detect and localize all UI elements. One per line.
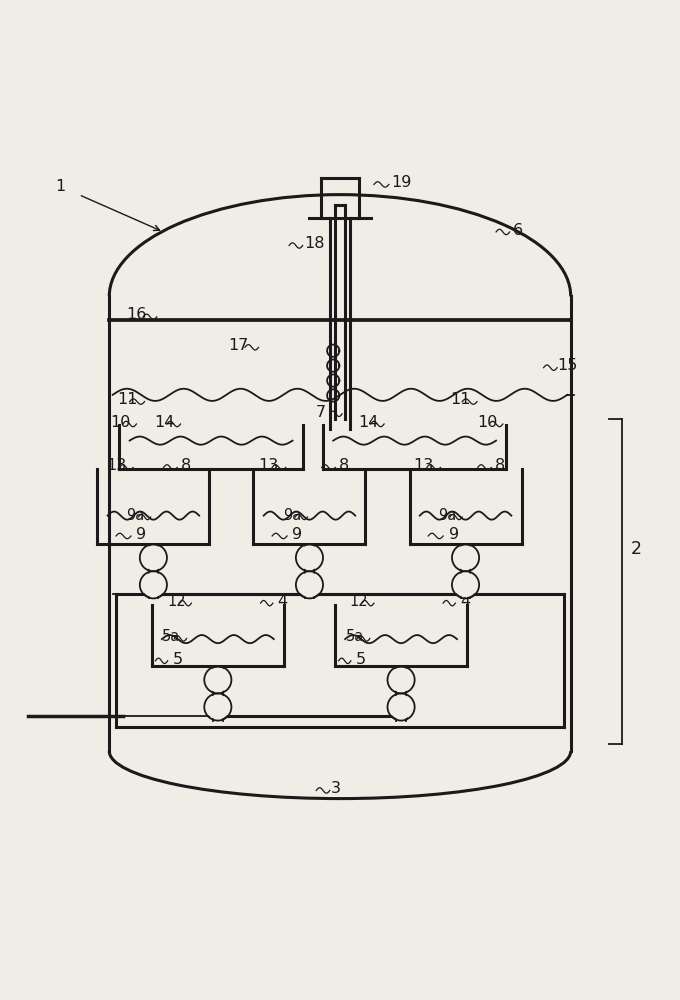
Text: 10: 10 bbox=[477, 415, 498, 430]
Text: 13: 13 bbox=[106, 458, 126, 473]
Text: 14: 14 bbox=[155, 415, 175, 430]
Text: 18: 18 bbox=[305, 236, 325, 251]
Text: 16: 16 bbox=[126, 307, 147, 322]
Circle shape bbox=[454, 573, 477, 596]
Text: 11: 11 bbox=[118, 392, 138, 407]
Text: 4: 4 bbox=[460, 594, 471, 609]
Text: 10: 10 bbox=[111, 415, 131, 430]
Text: 13: 13 bbox=[413, 458, 434, 473]
Text: 12: 12 bbox=[167, 594, 186, 609]
Text: 1: 1 bbox=[55, 179, 65, 194]
Circle shape bbox=[454, 546, 477, 569]
Text: 11: 11 bbox=[450, 392, 471, 407]
Text: 8: 8 bbox=[339, 458, 349, 473]
Circle shape bbox=[390, 668, 413, 691]
Circle shape bbox=[206, 668, 229, 691]
Text: 9: 9 bbox=[449, 527, 459, 542]
Text: 8: 8 bbox=[495, 458, 505, 473]
Text: 13: 13 bbox=[258, 458, 279, 473]
Circle shape bbox=[390, 695, 413, 719]
Text: 4: 4 bbox=[277, 594, 288, 609]
Text: 8: 8 bbox=[180, 458, 191, 473]
Text: 9a: 9a bbox=[126, 508, 144, 523]
Text: 9: 9 bbox=[137, 527, 147, 542]
Text: 9a: 9a bbox=[438, 508, 456, 523]
Text: 14: 14 bbox=[358, 415, 379, 430]
Text: 5a: 5a bbox=[345, 629, 364, 644]
Text: 7: 7 bbox=[316, 405, 326, 420]
Text: 6: 6 bbox=[513, 223, 523, 238]
Text: 12: 12 bbox=[350, 594, 368, 609]
Text: 15: 15 bbox=[557, 358, 577, 373]
Text: 3: 3 bbox=[331, 781, 341, 796]
Text: 5a: 5a bbox=[163, 629, 180, 644]
Text: 9: 9 bbox=[292, 527, 303, 542]
Text: 17: 17 bbox=[228, 338, 249, 353]
Circle shape bbox=[206, 695, 229, 719]
Text: 5: 5 bbox=[356, 652, 366, 667]
Circle shape bbox=[298, 546, 321, 569]
Text: 9a: 9a bbox=[283, 508, 301, 523]
Text: 2: 2 bbox=[630, 540, 641, 558]
Text: 19: 19 bbox=[391, 175, 411, 190]
Circle shape bbox=[142, 573, 165, 596]
Circle shape bbox=[142, 546, 165, 569]
Text: 5: 5 bbox=[173, 652, 182, 667]
Circle shape bbox=[298, 573, 321, 596]
